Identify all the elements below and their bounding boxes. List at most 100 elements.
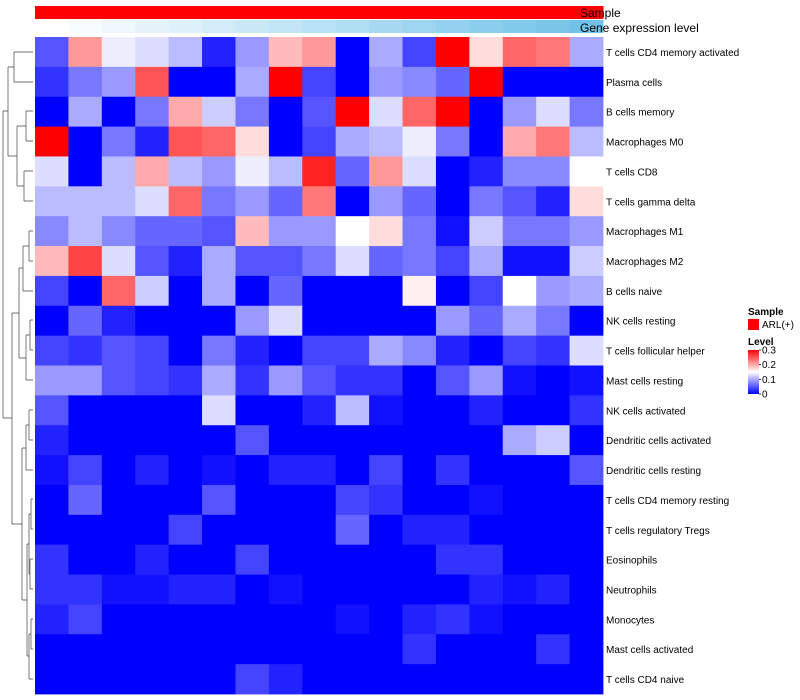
heatmap-cell — [202, 604, 236, 635]
heatmap-cell — [536, 275, 570, 307]
heatmap-cell — [168, 395, 203, 426]
heatmap-cell — [268, 216, 303, 247]
heatmap-cell — [235, 395, 270, 426]
heatmap-cell — [35, 156, 69, 187]
heatmap-cell — [101, 335, 136, 366]
heatmap-cell — [335, 156, 370, 187]
heatmap-cell — [235, 96, 270, 127]
heatmap-cell — [135, 574, 170, 605]
heatmap-cell — [369, 365, 403, 396]
heatmap-cell — [536, 455, 570, 486]
row-label: Macrophages M1 — [606, 227, 684, 238]
heatmap-cell — [268, 365, 303, 396]
heatmap-cell — [268, 664, 303, 695]
heatmap-cell — [536, 335, 570, 366]
heatmap-cell — [101, 96, 136, 127]
heatmap-cell — [369, 455, 403, 486]
heatmap-cell — [469, 305, 504, 337]
heatmap-cell — [536, 126, 570, 157]
heatmap-cell — [35, 246, 69, 277]
heatmap-cell — [268, 514, 303, 546]
row-label: T cells gamma delta — [606, 197, 696, 208]
heatmap-cell — [369, 664, 403, 695]
heatmap-cell — [235, 216, 270, 247]
heatmap-cell — [569, 664, 604, 695]
heatmap-cell — [536, 66, 570, 98]
heatmap-cell — [402, 305, 437, 337]
heatmap-cell — [369, 66, 403, 98]
heatmap-cell — [268, 66, 303, 98]
sample-annotation-cell — [469, 6, 504, 19]
heatmap-cell — [235, 634, 270, 665]
heatmap-cell — [101, 544, 136, 575]
heatmap-cell — [569, 365, 604, 396]
heatmap-cell — [135, 604, 170, 635]
heatmap-cell — [235, 425, 270, 456]
row-label: T cells CD8 — [606, 167, 658, 178]
heatmap-cell — [536, 37, 570, 68]
gene-expression-annotation-cell — [35, 20, 69, 33]
heatmap-cell — [536, 514, 570, 546]
heatmap-cell — [35, 66, 69, 98]
heatmap-cell — [402, 484, 437, 516]
heatmap-cell — [335, 37, 370, 68]
heatmap-cell — [335, 484, 370, 516]
heatmap-cell — [335, 574, 370, 605]
heatmap-cell — [101, 37, 136, 68]
heatmap-cell — [101, 484, 136, 516]
heatmap-cell — [369, 634, 403, 665]
heatmap-cell — [469, 275, 504, 307]
sample-annotation-cell — [369, 6, 404, 19]
heatmap-cell — [469, 514, 504, 546]
heatmap-cell — [402, 156, 437, 187]
row-label: Macrophages M2 — [606, 257, 684, 268]
heatmap-cell — [469, 156, 504, 187]
heatmap-cell — [235, 37, 270, 68]
heatmap-cell — [335, 275, 370, 307]
level-legend-tick-label: 0.2 — [762, 360, 776, 371]
sample-annotation-cell — [101, 6, 136, 19]
heatmap-cell — [569, 574, 604, 605]
heatmap-cell — [202, 484, 236, 516]
heatmap-cell — [68, 216, 103, 247]
heatmap-cell — [202, 335, 236, 366]
heatmap-cell — [536, 544, 570, 575]
heatmap-cell — [502, 395, 537, 426]
row-label: T cells CD4 memory activated — [606, 48, 739, 59]
heatmap-cell — [202, 574, 236, 605]
gene-expression-annotation-cell — [202, 20, 236, 33]
heatmap-cell — [68, 425, 103, 456]
heatmap-cell — [168, 186, 203, 217]
heatmap-cell — [402, 335, 437, 366]
sample-annotation-bar — [35, 6, 604, 19]
heatmap-cell — [335, 186, 370, 217]
sample-annotation-cell — [168, 6, 203, 19]
heatmap-cell — [402, 664, 437, 695]
heatmap-cell — [168, 66, 203, 98]
heatmap-cell — [502, 425, 537, 456]
gene-expression-annotation-cell — [536, 20, 571, 33]
heatmap-cell — [502, 246, 537, 277]
heatmap-cell — [435, 395, 470, 426]
heatmap-cell — [569, 275, 604, 307]
heatmap-cell — [569, 335, 604, 366]
heatmap-cell — [569, 37, 604, 68]
heatmap-cell — [369, 484, 403, 516]
heatmap-cell — [536, 305, 570, 337]
heatmap-cell — [335, 634, 370, 665]
heatmap-cell — [302, 37, 337, 68]
heatmap-cell — [135, 544, 170, 575]
heatmap-cell — [435, 216, 470, 247]
heatmap-cell — [202, 156, 236, 187]
heatmap-cell — [235, 365, 270, 396]
heatmap-cell — [302, 246, 337, 277]
heatmap-cells — [35, 37, 604, 695]
heatmap-cell — [335, 246, 370, 277]
heatmap-cell — [68, 156, 103, 187]
heatmap-cell — [502, 544, 537, 575]
heatmap-cell — [369, 96, 403, 127]
heatmap-cell — [302, 664, 337, 695]
heatmap-cell — [569, 186, 604, 217]
heatmap-cell — [569, 395, 604, 426]
heatmap-cell — [502, 664, 537, 695]
